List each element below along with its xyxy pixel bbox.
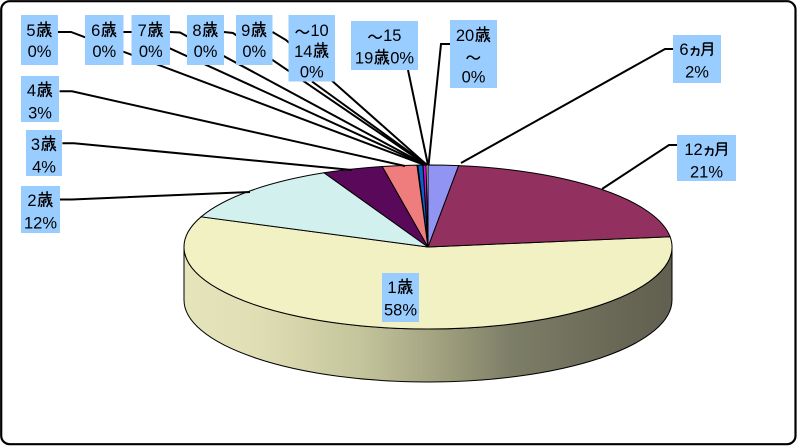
svg-text:2%: 2%	[685, 64, 709, 82]
svg-text:3: 3	[31, 136, 40, 154]
svg-text:1: 1	[387, 279, 396, 297]
svg-text:4%: 4%	[32, 159, 56, 177]
svg-text:12: 12	[684, 141, 702, 159]
svg-text:19: 19	[355, 50, 373, 68]
svg-text:0%: 0%	[139, 43, 163, 61]
svg-text:20: 20	[456, 27, 474, 45]
svg-text:0%: 0%	[462, 69, 486, 87]
svg-text:0%: 0%	[194, 43, 218, 61]
svg-text:0%: 0%	[92, 43, 116, 61]
svg-text:4: 4	[27, 82, 36, 100]
svg-text:21%: 21%	[690, 164, 723, 182]
svg-text:0%: 0%	[242, 43, 266, 61]
svg-text:6: 6	[91, 22, 100, 40]
svg-text:15: 15	[383, 27, 401, 45]
svg-text:7: 7	[138, 22, 147, 40]
svg-text:3%: 3%	[28, 105, 52, 123]
svg-text:12%: 12%	[24, 215, 57, 233]
svg-text:2: 2	[27, 192, 36, 210]
svg-text:0%: 0%	[300, 64, 324, 82]
svg-text:5: 5	[26, 22, 35, 40]
svg-text:6: 6	[679, 41, 688, 59]
svg-text:10: 10	[310, 22, 328, 40]
svg-text:8: 8	[192, 22, 201, 40]
svg-text:9: 9	[241, 22, 250, 40]
svg-text:58%: 58%	[384, 302, 417, 320]
svg-text:0%: 0%	[390, 50, 414, 68]
svg-text:14: 14	[294, 43, 312, 61]
svg-text:0%: 0%	[28, 43, 52, 61]
